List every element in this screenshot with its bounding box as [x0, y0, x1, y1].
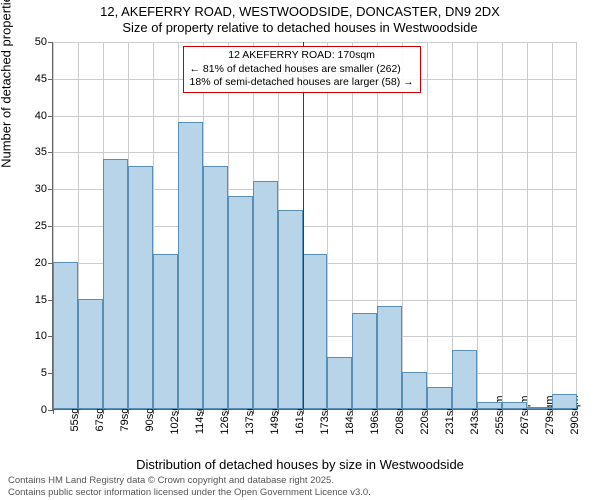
- xtick-mark: [203, 409, 204, 414]
- xtick-mark: [352, 409, 353, 414]
- xtick-mark: [427, 409, 428, 414]
- gridline-horizontal: [53, 42, 576, 43]
- xtick-mark: [278, 409, 279, 414]
- y-axis-label: Number of detached properties: [0, 0, 14, 168]
- histogram-bar: [278, 210, 303, 409]
- histogram-bar: [527, 407, 552, 409]
- histogram-bar: [78, 299, 103, 409]
- annotation-line1: 12 AKEFERRY ROAD: 170sqm: [190, 49, 414, 63]
- gridline-vertical: [402, 42, 403, 409]
- x-axis-label: Distribution of detached houses by size …: [0, 457, 600, 472]
- histogram-bar: [502, 402, 527, 409]
- histogram-bar: [128, 166, 153, 409]
- gridline-horizontal: [53, 152, 576, 153]
- ytick-label: 0: [41, 404, 47, 416]
- xtick-mark: [527, 409, 528, 414]
- ytick-label: 50: [35, 36, 47, 48]
- xtick-mark: [78, 409, 79, 414]
- xtick-mark: [228, 409, 229, 414]
- gridline-vertical: [427, 42, 428, 409]
- plot-area: 0510152025303540455055sqm67sqm79sqm90sqm…: [52, 42, 576, 410]
- ytick-label: 15: [35, 294, 47, 306]
- gridline-vertical: [552, 42, 553, 409]
- gridline-vertical: [477, 42, 478, 409]
- gridline-horizontal: [53, 116, 576, 117]
- histogram-bar: [352, 313, 377, 409]
- ytick-label: 30: [35, 183, 47, 195]
- xtick-mark: [153, 409, 154, 414]
- ytick-label: 10: [35, 330, 47, 342]
- chart-title-line1: 12, AKEFERRY ROAD, WESTWOODSIDE, DONCAST…: [0, 4, 600, 19]
- xtick-mark: [128, 409, 129, 414]
- histogram-bar: [53, 262, 78, 409]
- gridline-vertical: [327, 42, 328, 409]
- chart-container: 12, AKEFERRY ROAD, WESTWOODSIDE, DONCAST…: [0, 0, 600, 500]
- gridline-vertical: [502, 42, 503, 409]
- gridline-vertical: [576, 42, 577, 409]
- histogram-bar: [103, 159, 128, 409]
- xtick-mark: [452, 409, 453, 414]
- histogram-bar: [203, 166, 228, 409]
- histogram-bar: [452, 350, 477, 409]
- xtick-mark: [53, 409, 54, 414]
- annotation-line2: ← 81% of detached houses are smaller (26…: [190, 63, 414, 77]
- ytick-label: 25: [35, 220, 47, 232]
- histogram-bar: [253, 181, 278, 409]
- histogram-bar: [327, 357, 352, 409]
- chart-title-line2: Size of property relative to detached ho…: [0, 20, 600, 35]
- histogram-bar: [377, 306, 402, 409]
- histogram-bar: [153, 254, 178, 409]
- footer-line1: Contains HM Land Registry data © Crown c…: [8, 475, 371, 486]
- xtick-mark: [402, 409, 403, 414]
- annotation-box: 12 AKEFERRY ROAD: 170sqm ← 81% of detach…: [183, 46, 421, 93]
- histogram-bar: [303, 254, 328, 409]
- ytick-label: 5: [41, 367, 47, 379]
- xtick-mark: [303, 409, 304, 414]
- ytick-label: 45: [35, 73, 47, 85]
- histogram-bar: [178, 122, 203, 409]
- xtick-mark: [178, 409, 179, 414]
- annotation-line3: 18% of semi-detached houses are larger (…: [190, 76, 414, 90]
- xtick-mark: [327, 409, 328, 414]
- ytick-label: 20: [35, 257, 47, 269]
- xtick-mark: [552, 409, 553, 414]
- xtick-mark: [377, 409, 378, 414]
- xtick-mark: [103, 409, 104, 414]
- histogram-bar: [402, 372, 427, 409]
- footer-attribution: Contains HM Land Registry data © Crown c…: [8, 475, 371, 498]
- xtick-mark: [477, 409, 478, 414]
- histogram-bar: [427, 387, 452, 409]
- histogram-bar: [228, 196, 253, 409]
- ytick-label: 40: [35, 110, 47, 122]
- xtick-mark: [253, 409, 254, 414]
- gridline-vertical: [527, 42, 528, 409]
- footer-line2: Contains public sector information licen…: [8, 487, 371, 498]
- ytick-label: 35: [35, 146, 47, 158]
- xtick-mark: [502, 409, 503, 414]
- marker-line: [303, 42, 304, 409]
- histogram-bar: [552, 394, 577, 409]
- histogram-bar: [477, 402, 502, 409]
